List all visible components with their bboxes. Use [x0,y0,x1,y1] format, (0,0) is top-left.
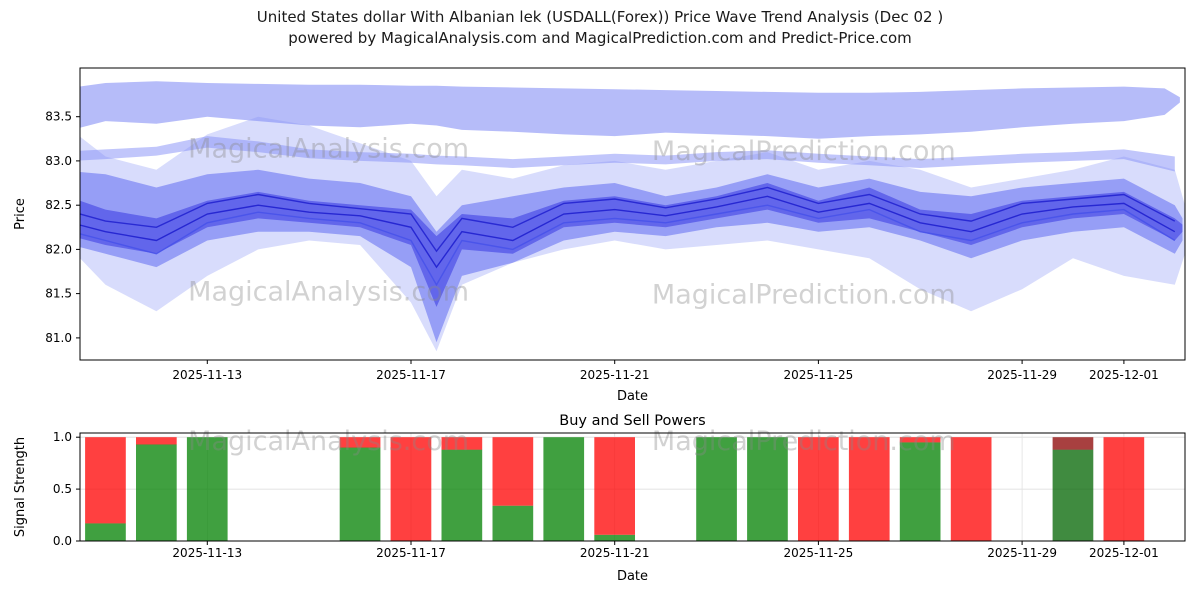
x-tick-label: 2025-11-21 [580,546,650,560]
watermark: MagicalPrediction.com [652,279,956,310]
watermark: MagicalPrediction.com [652,426,956,457]
sell-power-bar [492,437,534,506]
price-line [80,186,1176,253]
sell-power-bar [950,437,992,541]
x-tick-label: 2025-11-25 [784,546,854,560]
x-tick-label: 2025-11-13 [172,368,242,382]
buy-power-bar [85,523,126,541]
y-tick-label: 82.5 [45,198,72,212]
watermark: MagicalAnalysis.com [188,133,469,164]
watermark: MagicalAnalysis.com [188,426,469,457]
y-tick-label: 0.5 [53,482,72,496]
buy-power-bar [441,449,483,541]
x-tick-label: 2025-11-17 [376,368,446,382]
sell-power-bar [85,437,126,524]
x-tick-label: 2025-11-25 [784,368,854,382]
y-tick-label: 0.0 [53,534,72,548]
sell-power-bar [441,437,483,450]
y-axis-label: Price [13,198,28,230]
sell-power-bar [798,437,839,541]
y-tick-label: 1.0 [53,430,72,444]
x-axis-label: Date [617,569,648,584]
buy-power-bar [186,437,228,541]
buy-power-bar [543,437,585,541]
plot-frame [79,67,1186,361]
y-tick-label: 83.0 [45,154,72,168]
x-tick-label: 2025-11-29 [987,546,1057,560]
y-axis-label: Signal Strength [13,437,28,537]
x-tick-label: 2025-11-17 [376,546,446,560]
price-trend-chart: MagicalAnalysis.com MagicalPrediction.com… [13,67,1186,404]
watermark: MagicalAnalysis.com [188,276,469,307]
y-tick-label: 82.0 [45,242,72,256]
figure-subtitle: powered by MagicalAnalysis.com and Magic… [288,29,912,47]
price-band [80,136,1175,172]
price-band [80,81,1180,139]
buy-sell-power-chart: MagicalAnalysis.com MagicalPrediction.com… [13,413,1186,584]
buy-power-bar [899,442,941,541]
price-line [80,204,1176,287]
price-line [80,195,1176,269]
sell-power-bar [390,437,432,541]
plot-frame [79,432,1186,542]
buy-power-bar [339,447,381,541]
x-tick-label: 2025-11-21 [580,368,650,382]
x-tick-label: 2025-11-29 [987,368,1057,382]
y-tick-label: 83.5 [45,110,72,124]
figure-title: United States dollar With Albanian lek (… [256,8,944,26]
sell-power-bar [1052,437,1094,450]
buy-power-bar [1052,449,1094,541]
buy-power-bar [696,437,737,541]
x-tick-label: 2025-12-01 [1089,546,1159,560]
x-tick-label: 2025-12-01 [1089,368,1159,382]
buy-power-bar [492,505,534,541]
x-axis-label: Date [617,389,648,404]
y-tick-label: 81.5 [45,287,72,301]
sell-power-bar [339,437,381,448]
sell-power-bar [1103,437,1145,541]
price-band [80,116,1185,352]
sell-power-bar [899,437,941,443]
x-tick-label: 2025-11-13 [172,546,242,560]
power-chart-title: Buy and Sell Powers [559,413,705,429]
price-band [80,183,1183,307]
sell-power-bar [848,437,890,541]
buy-power-bar [136,444,177,541]
y-tick-label: 81.0 [45,331,72,345]
buy-power-bar [594,534,635,541]
watermark: MagicalPrediction.com [652,136,956,167]
sell-power-bar [594,437,635,535]
sell-power-bar [136,437,177,445]
buy-power-bar [747,437,788,541]
